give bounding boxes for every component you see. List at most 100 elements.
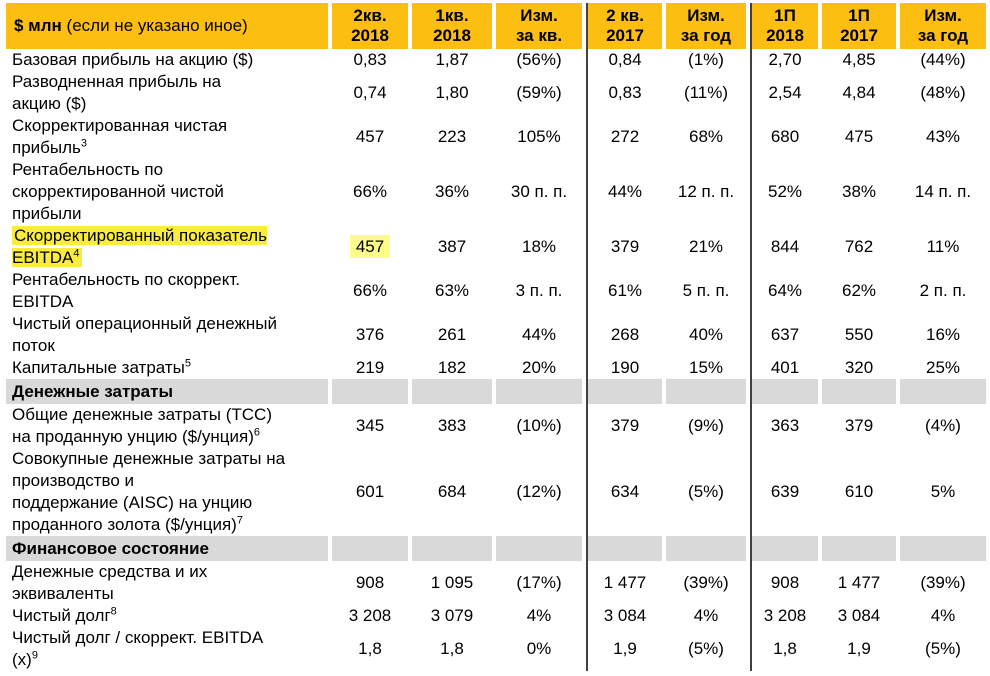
footnote-marker: 8 [110,605,117,618]
value-cell: 16% [925,325,961,344]
column-header-line1: Изм. [924,6,962,25]
column-header-line2: 2018 [766,26,804,45]
value-cell: 2,54 [750,71,818,115]
value-cell: (56%) [516,50,562,69]
table-row: Капитальные затраты5 219 182 20% 190 15% 401 32… [6,357,986,379]
table-row: Скорректированный показатель EBITDA4 457 3… [6,225,986,269]
value-cell: 1,8 [440,639,464,658]
column-header-line2: 2017 [840,26,878,45]
column-header-line1: Изм. [687,6,725,25]
row-label: Денежные средства и их эквиваленты [12,562,208,603]
value-cell: 3 208 [348,606,392,625]
value-cell: 1,8 [358,639,382,658]
section-filler [412,379,492,404]
value-cell: 844 [750,225,818,269]
value-cell: 44% [521,325,557,344]
table-row: Рентабельность по скорректированной чист… [6,159,986,225]
value-cell: 637 [750,313,818,357]
section-filler [822,536,896,561]
units-label: $ млн [14,16,62,35]
table-row: Общие денежные затраты (TCC) на проданну… [6,404,986,448]
value-cell: 14 п. п. [914,182,972,201]
value-cell: 610 [844,482,874,501]
column-header-line2: 2018 [433,26,471,45]
value-cell: 20% [521,358,557,377]
footnote-marker: 5 [184,357,191,370]
column-header-line2: 2018 [351,26,389,45]
section-filler [332,379,408,404]
column-header: 1кв. 2018 [412,3,492,49]
table-row: Совокупные денежные затраты на производс… [6,448,986,536]
financial-results-table: $ млн (если не указано иное) 2кв. 2018 1кв… [2,3,990,671]
value-cell: 62% [841,281,877,300]
value-cell: 11% [926,237,960,256]
value-cell: (59%) [516,83,562,102]
value-cell: (17%) [516,573,562,592]
value-cell: 475 [844,127,874,146]
value-cell: 379 [844,416,874,435]
row-label-cell: Чистый долг / скоррект. EBITDA (x)9 [6,627,328,671]
value-cell: 550 [844,325,874,344]
highlighted-label: Скорректированный показатель EBITDA4 [12,226,267,267]
value-cell: 12 п. п. [677,182,735,201]
footnote-marker: 7 [236,514,243,527]
row-label: Капитальные затраты5 [12,357,191,377]
value-cell: 1,8 [750,627,818,671]
value-cell: 38% [841,182,877,201]
value-cell: 3 п. п. [515,281,563,300]
value-cell: 5 п. п. [682,281,730,300]
value-cell: 18% [521,237,557,256]
value-cell: 261 [437,325,467,344]
column-header: 2 кв. 2017 [586,3,662,49]
row-label: Скорректированная чистая прибыль3 [12,116,228,157]
value-cell: 680 [750,115,818,159]
value-cell: 5% [930,482,956,501]
value-cell: 25% [925,358,961,377]
value-cell: 4% [930,606,956,625]
value-cell: 1 477 [837,573,881,592]
table-row: Чистый долг / скоррект. EBITDA (x)9 1,8 1,… [6,627,986,671]
section-filler [332,536,408,561]
value-cell: 63% [434,281,470,300]
row-label-cell: Совокупные денежные затраты на производс… [6,448,328,536]
value-cell: 2 п. п. [919,281,967,300]
value-cell: (10%) [516,416,562,435]
value-cell: 4% [693,606,719,625]
value-cell: 3 079 [430,606,474,625]
value-cell: 182 [437,358,467,377]
section-filler [750,379,818,404]
row-label-cell: Общие денежные затраты (TCC) на проданну… [6,404,328,448]
row-label-cell: Базовая прибыль на акцию ($) [6,49,328,71]
table-row: Скорректированная чистая прибыль3 457 223 1… [6,115,986,159]
column-header-line1: 2кв. [353,6,387,25]
value-cell: 457 [332,225,408,269]
row-label-cell: Денежные средства и их эквиваленты [6,561,328,605]
value-cell: 908 [750,561,818,605]
value-cell: 601 [355,482,385,501]
table-row: Чистый операционный денежный поток 376 261… [6,313,986,357]
table-row: Разводненная прибыль на акцию ($) 0,74 1,8… [6,71,986,115]
value-cell: 363 [750,404,818,448]
value-cell: 3 084 [586,605,662,627]
section-filler [586,379,662,404]
value-cell: 0,83 [353,50,387,69]
units-header-cell: $ млн (если не указано иное) [6,3,328,49]
column-header: Изм. за кв. [496,3,582,49]
value-cell: (4%) [925,416,961,435]
value-cell: 52% [750,159,818,225]
row-label: Общие денежные затраты (TCC) на проданну… [12,405,272,446]
table-row: Рентабельность по скоррект. EBITDA 66% 63%… [6,269,986,313]
row-label-cell: Скорректированный показатель EBITDA4 [6,225,328,269]
column-header-line2: за год [917,26,969,45]
value-cell: 30 п. п. [510,182,568,201]
value-cell: 105% [517,127,561,146]
value-cell: (5%) [925,639,961,658]
footnote-marker: 6 [253,426,260,439]
value-cell: 64% [750,269,818,313]
column-header-line1: Изм. [520,6,558,25]
value-cell: 21% [688,237,724,256]
value-cell: 61% [586,269,662,313]
row-label-cell: Чистый долг8 [6,605,328,627]
value-cell: (11%) [683,83,729,102]
value-cell: 3 084 [837,606,881,625]
